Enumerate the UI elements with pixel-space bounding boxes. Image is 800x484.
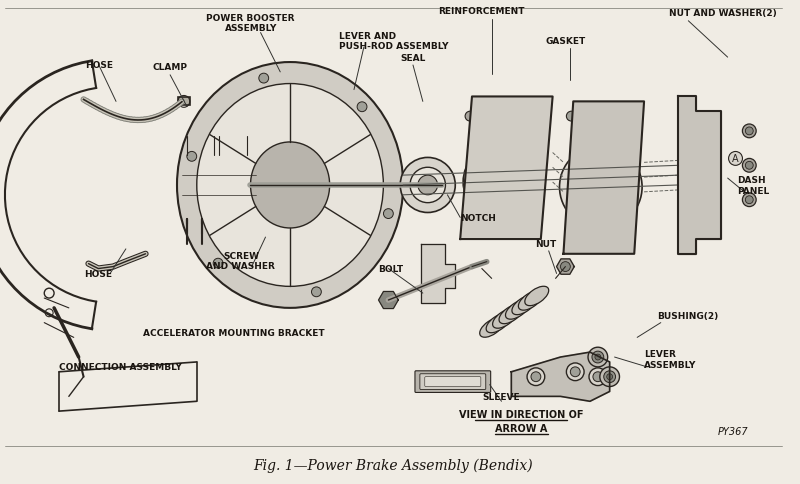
- Circle shape: [742, 125, 756, 138]
- Circle shape: [476, 158, 525, 207]
- Ellipse shape: [250, 143, 330, 228]
- Circle shape: [559, 146, 642, 229]
- Circle shape: [528, 112, 538, 122]
- Polygon shape: [378, 292, 398, 309]
- Text: HOSE: HOSE: [84, 270, 112, 278]
- Text: LEVER AND
PUSH-ROD ASSEMBLY: LEVER AND PUSH-ROD ASSEMBLY: [339, 31, 449, 51]
- Circle shape: [566, 112, 576, 122]
- Polygon shape: [421, 244, 455, 303]
- Text: SEAL: SEAL: [400, 54, 426, 62]
- Circle shape: [588, 348, 608, 367]
- Circle shape: [623, 240, 634, 249]
- Circle shape: [465, 112, 475, 122]
- Ellipse shape: [480, 318, 504, 337]
- Circle shape: [589, 368, 606, 386]
- Text: NUT AND WASHER(2): NUT AND WASHER(2): [669, 9, 777, 18]
- Ellipse shape: [525, 287, 549, 306]
- Circle shape: [561, 262, 570, 272]
- Text: ACCELERATOR MOUNTING BRACKET: ACCELERATOR MOUNTING BRACKET: [142, 328, 324, 337]
- Circle shape: [311, 287, 322, 297]
- Text: ARROW A: ARROW A: [495, 423, 547, 433]
- Text: VIEW IN DIRECTION OF: VIEW IN DIRECTION OF: [459, 409, 583, 419]
- Ellipse shape: [177, 63, 403, 308]
- Text: GASKET: GASKET: [546, 37, 586, 46]
- Circle shape: [187, 152, 197, 162]
- Text: LEVER
ASSEMBLY: LEVER ASSEMBLY: [644, 349, 697, 369]
- Text: A: A: [732, 154, 739, 164]
- Circle shape: [418, 176, 438, 196]
- Circle shape: [571, 158, 630, 217]
- Circle shape: [746, 128, 754, 136]
- Circle shape: [383, 209, 394, 219]
- Ellipse shape: [518, 291, 542, 311]
- Text: DASH
PANEL: DASH PANEL: [738, 176, 770, 195]
- Ellipse shape: [486, 314, 510, 333]
- Ellipse shape: [499, 304, 523, 324]
- Ellipse shape: [197, 84, 383, 287]
- Circle shape: [463, 145, 538, 220]
- Circle shape: [566, 240, 576, 249]
- Circle shape: [592, 351, 604, 363]
- Circle shape: [410, 168, 446, 203]
- Circle shape: [600, 367, 619, 387]
- Bar: [187, 136, 214, 158]
- Circle shape: [593, 372, 602, 382]
- Polygon shape: [557, 259, 574, 275]
- Polygon shape: [460, 97, 553, 240]
- Circle shape: [213, 259, 223, 269]
- Text: CONNECTION ASSEMBLY: CONNECTION ASSEMBLY: [59, 363, 182, 372]
- Text: Fig. 1—Power Brake Assembly (Bendix): Fig. 1—Power Brake Assembly (Bendix): [254, 458, 533, 472]
- Circle shape: [595, 354, 601, 360]
- Circle shape: [604, 371, 615, 383]
- Bar: [178, 98, 190, 106]
- Text: HOSE: HOSE: [86, 60, 114, 69]
- Circle shape: [357, 103, 367, 112]
- Circle shape: [531, 372, 541, 382]
- Circle shape: [623, 112, 634, 122]
- Circle shape: [746, 162, 754, 170]
- Text: BOLT: BOLT: [378, 264, 404, 273]
- Circle shape: [566, 363, 584, 381]
- Circle shape: [742, 159, 756, 173]
- Circle shape: [746, 197, 754, 204]
- Text: SLEEVE: SLEEVE: [482, 392, 520, 401]
- Bar: [182, 156, 256, 220]
- Text: SCREW
AND WASHER: SCREW AND WASHER: [206, 252, 275, 271]
- Circle shape: [742, 194, 756, 207]
- Circle shape: [570, 367, 580, 377]
- Circle shape: [400, 158, 455, 213]
- Circle shape: [606, 374, 613, 380]
- Circle shape: [527, 368, 545, 386]
- FancyBboxPatch shape: [420, 374, 486, 390]
- Text: POWER BOOSTER
ASSEMBLY: POWER BOOSTER ASSEMBLY: [206, 14, 295, 33]
- Circle shape: [465, 223, 475, 233]
- Polygon shape: [678, 97, 721, 254]
- Circle shape: [528, 223, 538, 233]
- Text: REINFORCEMENT: REINFORCEMENT: [438, 7, 525, 16]
- Text: CLAMP: CLAMP: [153, 63, 188, 72]
- Bar: [219, 136, 247, 158]
- Polygon shape: [563, 102, 644, 254]
- Ellipse shape: [512, 296, 536, 315]
- Text: PY367: PY367: [718, 426, 749, 436]
- Circle shape: [259, 74, 269, 84]
- Text: NOTCH: NOTCH: [460, 213, 496, 223]
- FancyBboxPatch shape: [415, 371, 490, 393]
- Text: BUSHING(2): BUSHING(2): [657, 312, 718, 320]
- FancyBboxPatch shape: [425, 377, 481, 387]
- Polygon shape: [511, 352, 610, 401]
- Ellipse shape: [506, 300, 530, 319]
- Text: NUT: NUT: [535, 240, 556, 249]
- Ellipse shape: [493, 309, 517, 329]
